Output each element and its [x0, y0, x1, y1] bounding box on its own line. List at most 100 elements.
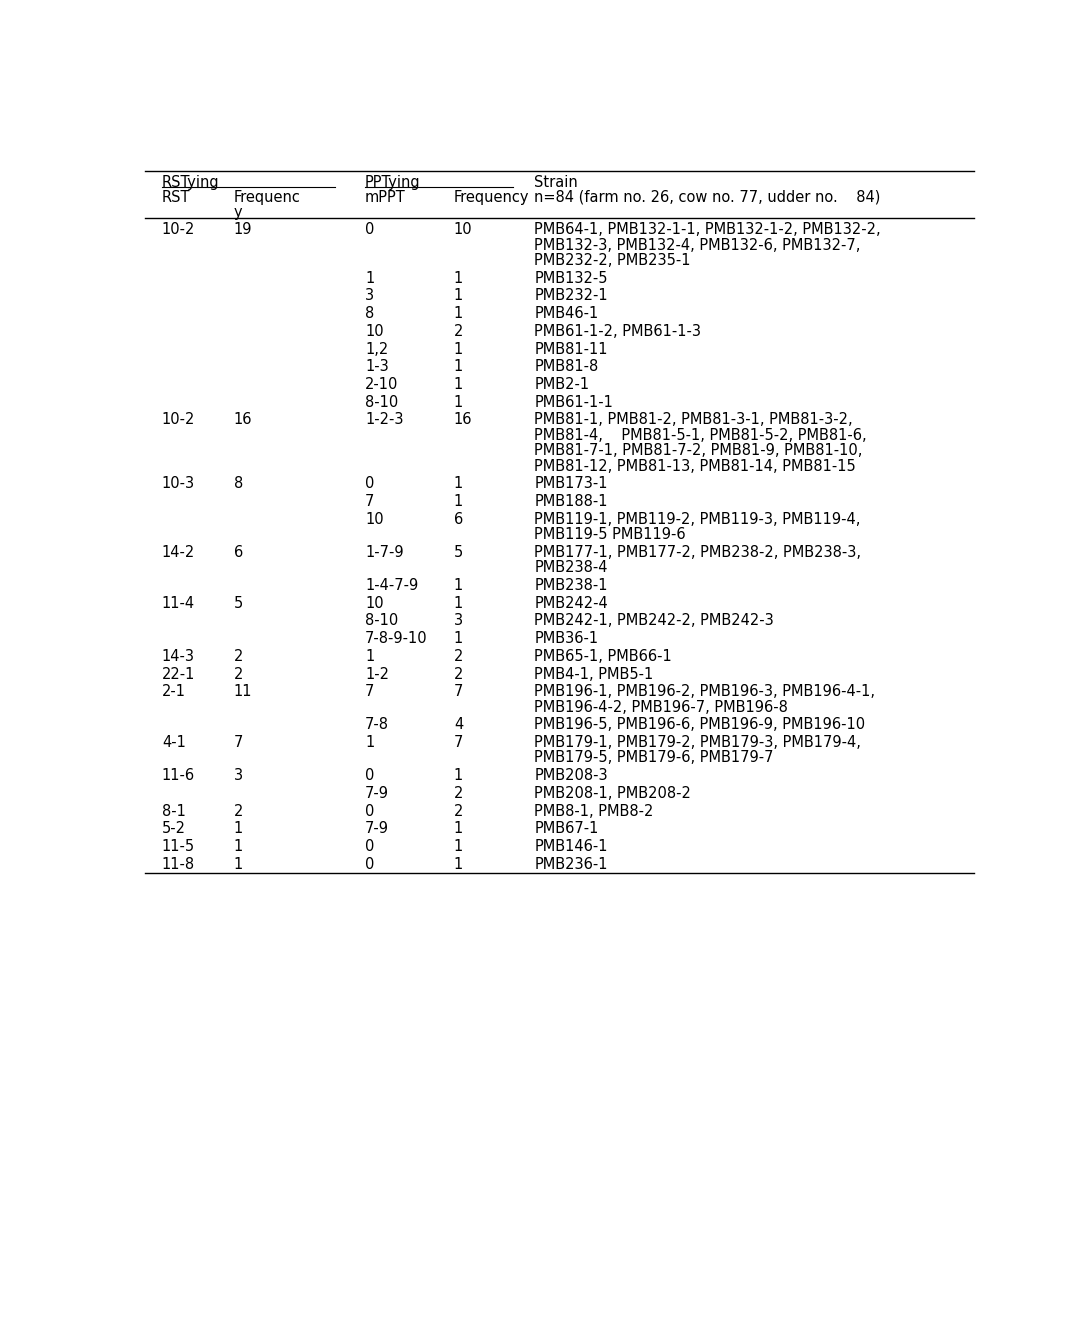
Text: 1-2-3: 1-2-3	[365, 412, 404, 427]
Text: 8: 8	[234, 476, 244, 492]
Text: 7-9: 7-9	[365, 786, 389, 801]
Text: 1: 1	[454, 377, 463, 392]
Text: 2: 2	[234, 804, 244, 818]
Text: 10: 10	[365, 595, 383, 611]
Text: 8: 8	[365, 306, 375, 321]
Text: 2: 2	[454, 804, 463, 818]
Text: 0: 0	[365, 804, 375, 818]
Text: PMB64-1, PMB132-1-1, PMB132-1-2, PMB132-2,: PMB64-1, PMB132-1-1, PMB132-1-2, PMB132-…	[534, 223, 881, 237]
Text: PPTying: PPTying	[365, 175, 420, 190]
Text: 22-1: 22-1	[162, 667, 195, 682]
Text: 4-1: 4-1	[162, 735, 186, 751]
Text: 1: 1	[454, 821, 463, 837]
Text: PMB188-1: PMB188-1	[534, 495, 608, 509]
Text: 10: 10	[365, 512, 383, 526]
Text: 11: 11	[234, 684, 252, 699]
Text: 2: 2	[454, 324, 463, 339]
Text: PMB81-4,    PMB81-5-1, PMB81-5-2, PMB81-6,: PMB81-4, PMB81-5-1, PMB81-5-2, PMB81-6,	[534, 428, 867, 443]
Text: 1: 1	[454, 359, 463, 374]
Text: PMB173-1: PMB173-1	[534, 476, 608, 492]
Text: 3: 3	[454, 614, 463, 629]
Text: PMB61-1-2, PMB61-1-3: PMB61-1-2, PMB61-1-3	[534, 324, 701, 339]
Text: 5-2: 5-2	[162, 821, 186, 837]
Text: 10-2: 10-2	[162, 412, 195, 427]
Text: 2: 2	[454, 648, 463, 664]
Text: 1: 1	[454, 289, 463, 304]
Text: 14-2: 14-2	[162, 545, 195, 560]
Text: RST: RST	[162, 190, 190, 206]
Text: 1: 1	[454, 342, 463, 357]
Text: 1: 1	[365, 735, 375, 751]
Text: PMB81-7-1, PMB81-7-2, PMB81-9, PMB81-10,: PMB81-7-1, PMB81-7-2, PMB81-9, PMB81-10,	[534, 443, 863, 459]
Text: PMB36-1: PMB36-1	[534, 631, 598, 646]
Text: PMB146-1: PMB146-1	[534, 839, 608, 854]
Text: PMB81-12, PMB81-13, PMB81-14, PMB81-15: PMB81-12, PMB81-13, PMB81-14, PMB81-15	[534, 459, 856, 473]
Text: 1: 1	[454, 395, 463, 410]
Text: 3: 3	[234, 768, 242, 784]
Text: 1: 1	[454, 271, 463, 286]
Text: PMB2-1: PMB2-1	[534, 377, 590, 392]
Text: PMB177-1, PMB177-2, PMB238-2, PMB238-3,: PMB177-1, PMB177-2, PMB238-2, PMB238-3,	[534, 545, 862, 560]
Text: PMB132-5: PMB132-5	[534, 271, 608, 286]
Text: PMB65-1, PMB66-1: PMB65-1, PMB66-1	[534, 648, 672, 664]
Text: PMB179-1, PMB179-2, PMB179-3, PMB179-4,: PMB179-1, PMB179-2, PMB179-3, PMB179-4,	[534, 735, 862, 751]
Text: 1: 1	[365, 648, 375, 664]
Text: PMB81-8: PMB81-8	[534, 359, 598, 374]
Text: 7: 7	[365, 684, 375, 699]
Text: PMB208-1, PMB208-2: PMB208-1, PMB208-2	[534, 786, 691, 801]
Text: PMB238-4: PMB238-4	[534, 561, 608, 575]
Text: PMB81-1, PMB81-2, PMB81-3-1, PMB81-3-2,: PMB81-1, PMB81-2, PMB81-3-1, PMB81-3-2,	[534, 412, 853, 427]
Text: 2: 2	[234, 667, 244, 682]
Text: Frequency: Frequency	[454, 190, 530, 206]
Text: 2-10: 2-10	[365, 377, 399, 392]
Text: 1: 1	[454, 495, 463, 509]
Text: 8-10: 8-10	[365, 395, 399, 410]
Text: 1: 1	[234, 821, 244, 837]
Text: 7: 7	[365, 495, 375, 509]
Text: 7: 7	[454, 684, 463, 699]
Text: PMB4-1, PMB5-1: PMB4-1, PMB5-1	[534, 667, 653, 682]
Text: 2: 2	[234, 648, 244, 664]
Text: 1: 1	[234, 839, 244, 854]
Text: n=84 (farm no. 26, cow no. 77, udder no.    84): n=84 (farm no. 26, cow no. 77, udder no.…	[534, 190, 880, 206]
Text: 5: 5	[454, 545, 463, 560]
Text: 1: 1	[365, 271, 375, 286]
Text: 10-3: 10-3	[162, 476, 195, 492]
Text: 0: 0	[365, 768, 375, 784]
Text: 16: 16	[234, 412, 252, 427]
Text: 2: 2	[454, 667, 463, 682]
Text: PMB238-1: PMB238-1	[534, 578, 608, 593]
Text: PMB61-1-1: PMB61-1-1	[534, 395, 613, 410]
Text: PMB179-5, PMB179-6, PMB179-7: PMB179-5, PMB179-6, PMB179-7	[534, 751, 774, 765]
Text: 0: 0	[365, 476, 375, 492]
Text: 8-1: 8-1	[162, 804, 186, 818]
Text: 19: 19	[234, 223, 252, 237]
Text: 4: 4	[454, 717, 463, 732]
Text: 1: 1	[454, 595, 463, 611]
Text: PMB232-1: PMB232-1	[534, 289, 608, 304]
Text: Strain: Strain	[534, 175, 578, 190]
Text: 0: 0	[365, 223, 375, 237]
Text: 10: 10	[454, 223, 473, 237]
Text: 1: 1	[454, 306, 463, 321]
Text: 1-7-9: 1-7-9	[365, 545, 404, 560]
Text: 1-4-7-9: 1-4-7-9	[365, 578, 418, 593]
Text: PMB208-3: PMB208-3	[534, 768, 608, 784]
Text: 7-8-9-10: 7-8-9-10	[365, 631, 428, 646]
Text: 8-10: 8-10	[365, 614, 399, 629]
Text: Frequenc: Frequenc	[234, 190, 300, 206]
Text: 2: 2	[454, 786, 463, 801]
Text: 7: 7	[454, 735, 463, 751]
Text: PMB132-3, PMB132-4, PMB132-6, PMB132-7,: PMB132-3, PMB132-4, PMB132-6, PMB132-7,	[534, 237, 860, 253]
Text: 11-6: 11-6	[162, 768, 195, 784]
Text: 7-8: 7-8	[365, 717, 389, 732]
Text: 7-9: 7-9	[365, 821, 389, 837]
Text: PMB242-1, PMB242-2, PMB242-3: PMB242-1, PMB242-2, PMB242-3	[534, 614, 774, 629]
Text: 5: 5	[234, 595, 244, 611]
Text: 7: 7	[234, 735, 244, 751]
Text: 0: 0	[365, 857, 375, 871]
Text: 0: 0	[365, 839, 375, 854]
Text: 2-1: 2-1	[162, 684, 186, 699]
Text: PMB236-1: PMB236-1	[534, 857, 608, 871]
Text: 10-2: 10-2	[162, 223, 195, 237]
